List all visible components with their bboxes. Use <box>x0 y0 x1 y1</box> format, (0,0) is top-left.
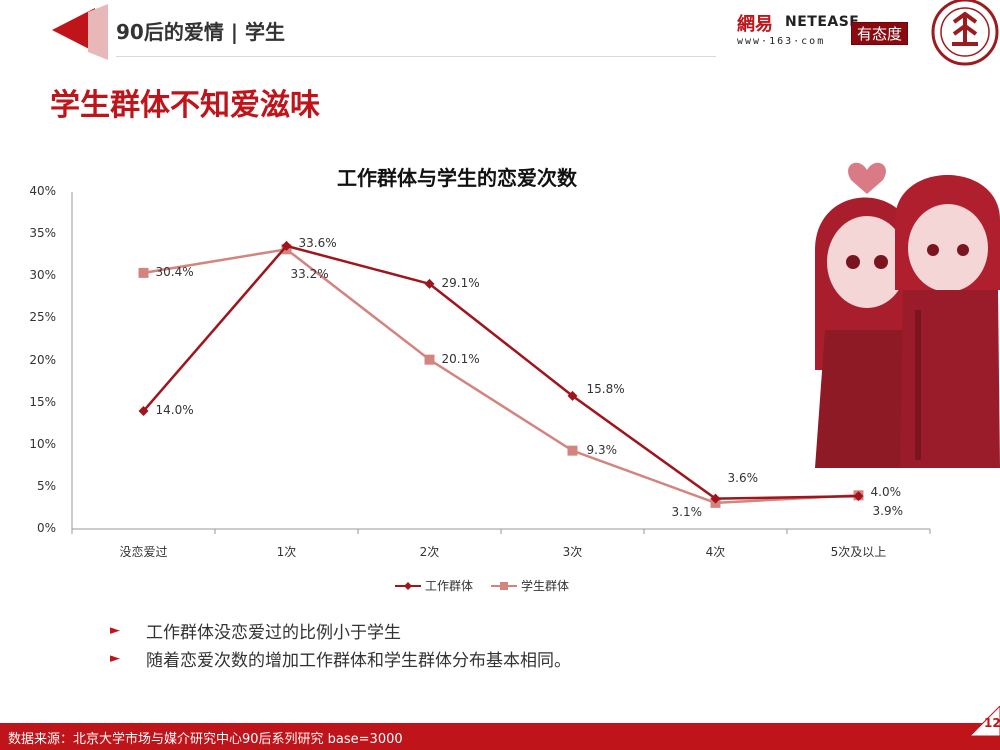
netease-logo-text: NETEASE <box>785 14 860 30</box>
triangle-bullet-icon: ► <box>110 622 120 638</box>
data-point-work <box>710 493 721 504</box>
page-subtitle: 学生群体不知爱滋味 <box>50 88 320 123</box>
y-tick-label: 20% <box>29 352 56 367</box>
data-label: 3.1% <box>671 504 703 519</box>
legend-square-icon <box>491 581 518 590</box>
data-label: 33.6% <box>298 235 337 250</box>
data-label: 33.2% <box>290 267 329 282</box>
y-tick-label: 5% <box>36 478 56 493</box>
x-tick-label: 没恋爱过 <box>119 545 168 559</box>
couple-illustration <box>815 162 1000 468</box>
data-label: 29.1% <box>441 275 480 290</box>
legend-diamond-icon <box>395 581 421 590</box>
legend-label-work: 工作群体 <box>425 579 474 593</box>
y-tick-label: 40% <box>29 184 56 198</box>
data-point-student <box>138 267 149 278</box>
triangle-bullet-icon: ► <box>110 650 120 666</box>
page-number: 12 <box>984 716 1000 730</box>
data-point-work <box>567 390 578 401</box>
data-point-student <box>853 490 864 501</box>
legend-item-work: 工作群体 <box>395 577 473 594</box>
youtaidu-badge: 有态度 <box>851 22 909 45</box>
y-tick-label: 15% <box>29 394 56 409</box>
page-corner-icon <box>970 706 1000 736</box>
bullet-text: 工作群体没恋爱过的比例小于学生 <box>146 622 401 643</box>
legend-label-student: 学生群体 <box>521 579 570 593</box>
header: 90后的爱情 | 学生 網易 NETEASE www·163·com 有态度 <box>0 0 1000 66</box>
x-tick-label: 2次 <box>419 545 440 559</box>
x-tick-label: 3次 <box>562 545 583 559</box>
data-label: 14.0% <box>155 403 194 418</box>
x-tick-label: 4次 <box>705 545 726 559</box>
data-label: 4.0% <box>870 485 902 500</box>
chart-title: 工作群体与学生的恋爱次数 <box>337 166 577 190</box>
legend-item-student: 学生群体 <box>491 577 569 594</box>
bullet-text: 随着恋爱次数的增加工作群体和学生群体分布基本相同。 <box>146 650 571 671</box>
data-point-work <box>424 278 435 289</box>
netease-url: www·163·com <box>737 36 826 47</box>
bullet-list: ► 工作群体没恋爱过的比例小于学生 ► 随着恋爱次数的增加工作群体和学生群体分布… <box>110 616 571 672</box>
x-tick-label: 5次及以上 <box>830 545 887 559</box>
data-point-work <box>138 406 149 417</box>
series-line-work <box>142 244 859 500</box>
data-point-work <box>853 491 864 502</box>
header-divider <box>116 56 716 57</box>
data-label: 9.3% <box>586 442 618 457</box>
y-tick-label: 30% <box>29 268 56 283</box>
y-tick-label: 35% <box>29 226 56 241</box>
data-point-student <box>710 497 721 508</box>
y-tick-label: 0% <box>36 521 56 535</box>
y-tick-label: 10% <box>29 436 56 451</box>
netease-logo-163: 網易 <box>737 14 773 35</box>
header-title: 90后的爱情 | 学生 <box>116 20 286 44</box>
series-line-student <box>143 247 859 505</box>
footer-bar <box>0 723 1000 750</box>
chart-legend: 工作群体 学生群体 <box>395 577 569 594</box>
data-label: 20.1% <box>441 351 480 366</box>
data-label: 15.8% <box>586 381 625 396</box>
data-point-student <box>424 354 435 365</box>
y-tick-label: 25% <box>29 310 56 325</box>
data-point-work <box>281 240 292 251</box>
footer-source: 数据来源：北京大学市场与媒介研究中心90后系列研究 base=3000 <box>8 732 403 747</box>
bullet-item: ► 工作群体没恋爱过的比例小于学生 <box>110 616 571 644</box>
bullet-item: ► 随着恋爱次数的增加工作群体和学生群体分布基本相同。 <box>110 644 571 672</box>
data-point-student <box>281 244 292 255</box>
header-arrow-icon <box>52 4 108 60</box>
university-seal-icon <box>931 0 999 66</box>
x-tick-label: 1次 <box>276 545 297 559</box>
data-label: 3.9% <box>872 504 904 519</box>
data-label: 3.6% <box>727 470 759 485</box>
data-label: 30.4% <box>155 264 194 279</box>
data-point-student <box>567 445 578 456</box>
